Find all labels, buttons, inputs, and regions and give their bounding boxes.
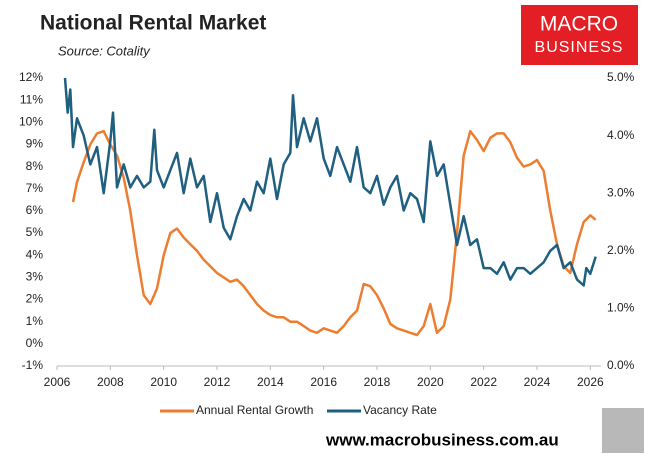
chart-title: National Rental Market bbox=[40, 12, 266, 35]
y2-tick-label: 1.0% bbox=[607, 301, 635, 315]
y2-tick-label: 5.0% bbox=[607, 70, 635, 84]
y-tick-label: 3% bbox=[26, 270, 44, 284]
x-tick-label: 2022 bbox=[470, 375, 497, 389]
y-tick-label: 9% bbox=[26, 137, 44, 151]
x-tick-label: 2020 bbox=[417, 375, 444, 389]
chart-subtitle: Source: Cotality bbox=[58, 43, 151, 58]
y-tick-label: 6% bbox=[26, 203, 44, 217]
x-tick-label: 2006 bbox=[44, 375, 71, 389]
y2-tick-label: 4.0% bbox=[607, 128, 635, 142]
x-tick-label: 2012 bbox=[204, 375, 231, 389]
y2-tick-label: 0.0% bbox=[607, 358, 635, 372]
logo-text: BUSINESS bbox=[535, 39, 624, 56]
y-tick-label: 0% bbox=[26, 336, 44, 350]
series-line bbox=[63, 77, 597, 287]
y-tick-label: -1% bbox=[22, 358, 44, 372]
footer: www.macrobusiness.com.au bbox=[325, 430, 559, 449]
y-tick-label: 1% bbox=[26, 314, 44, 328]
x-tick-label: 2026 bbox=[577, 375, 604, 389]
y-tick-label: 11% bbox=[20, 92, 43, 106]
legend-label: Vacancy Rate bbox=[363, 403, 437, 417]
y-tick-label: 7% bbox=[26, 181, 44, 195]
logo-box bbox=[521, 5, 638, 65]
y-tick-label: 5% bbox=[26, 225, 44, 239]
wolf-icon bbox=[602, 408, 644, 453]
legend-label: Annual Rental Growth bbox=[196, 403, 313, 417]
series-line bbox=[71, 129, 597, 337]
y-tick-label: 4% bbox=[26, 247, 44, 261]
y2-tick-label: 2.0% bbox=[607, 243, 635, 257]
y-tick-label: 8% bbox=[26, 159, 44, 173]
y-tick-label: 2% bbox=[26, 292, 44, 306]
x-tick-label: 2018 bbox=[364, 375, 391, 389]
x-tick-label: 2014 bbox=[257, 375, 284, 389]
logo-text: MACRO bbox=[540, 13, 618, 36]
x-tick-label: 2008 bbox=[97, 375, 124, 389]
x-tick-label: 2016 bbox=[310, 375, 337, 389]
y-tick-label: 10% bbox=[19, 114, 43, 128]
y2-tick-label: 3.0% bbox=[607, 185, 635, 199]
x-tick-label: 2010 bbox=[150, 375, 177, 389]
y-tick-label: 12% bbox=[19, 70, 43, 84]
x-tick-label: 2024 bbox=[524, 375, 551, 389]
